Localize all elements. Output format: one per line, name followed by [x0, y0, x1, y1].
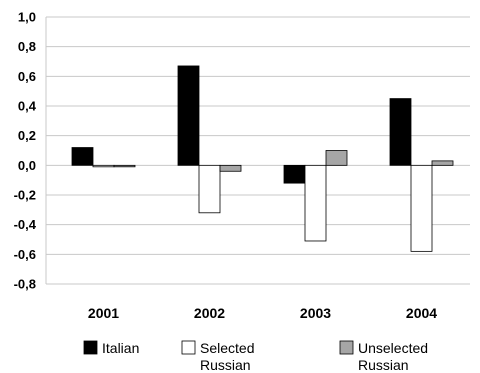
category-label: 2001 [88, 305, 119, 321]
bar-italian-2002 [177, 65, 200, 166]
category-label: 2002 [194, 305, 225, 321]
bar-unselected-russian-2003 [325, 150, 348, 166]
bar-selected-russian-2004 [410, 164, 433, 252]
bar-selected-russian-2002 [198, 164, 221, 214]
legend: Italian Selected Russian Unselected Russian [83, 340, 428, 373]
y-tick-label: 0,6 [18, 69, 36, 84]
legend-swatch [339, 340, 354, 355]
x-axis-category-labels: 2001 2002 2003 2004 [88, 305, 437, 321]
y-tick-label: 0,0 [18, 158, 36, 173]
bar-selected-russian-2003 [304, 164, 327, 242]
bar-italian-2001 [71, 147, 94, 166]
bars [71, 65, 454, 252]
legend-label: Italian [102, 340, 139, 356]
bar-unselected-russian-2001 [113, 164, 136, 168]
y-tick-label: -0,2 [14, 188, 36, 203]
y-tick-label: -0,8 [14, 277, 36, 292]
legend-swatch [181, 340, 196, 355]
bar-selected-russian-2001 [92, 164, 115, 168]
bar-italian-2003 [283, 164, 306, 184]
y-tick-label: 0,4 [18, 99, 37, 114]
y-axis-tick-labels: 1,0 0,8 0,6 0,4 0,2 0,0 -0,2 -0,4 -0,6 -0,8 [14, 10, 37, 292]
y-tick-label: -0,6 [14, 247, 36, 262]
legend-label: Unselected Russian [358, 340, 428, 373]
y-tick-label: 1,0 [18, 10, 36, 25]
category-label: 2003 [300, 305, 331, 321]
bar-italian-2004 [389, 98, 412, 166]
legend-label: Selected Russian [200, 340, 254, 373]
bar-unselected-russian-2004 [431, 160, 454, 166]
y-tick-label: 0,8 [18, 39, 36, 54]
y-tick-label: -0,4 [14, 217, 37, 232]
y-tick-label: 0,2 [18, 128, 36, 143]
legend-swatch [83, 340, 98, 355]
category-label: 2004 [406, 305, 437, 321]
bar-unselected-russian-2002 [219, 164, 242, 172]
